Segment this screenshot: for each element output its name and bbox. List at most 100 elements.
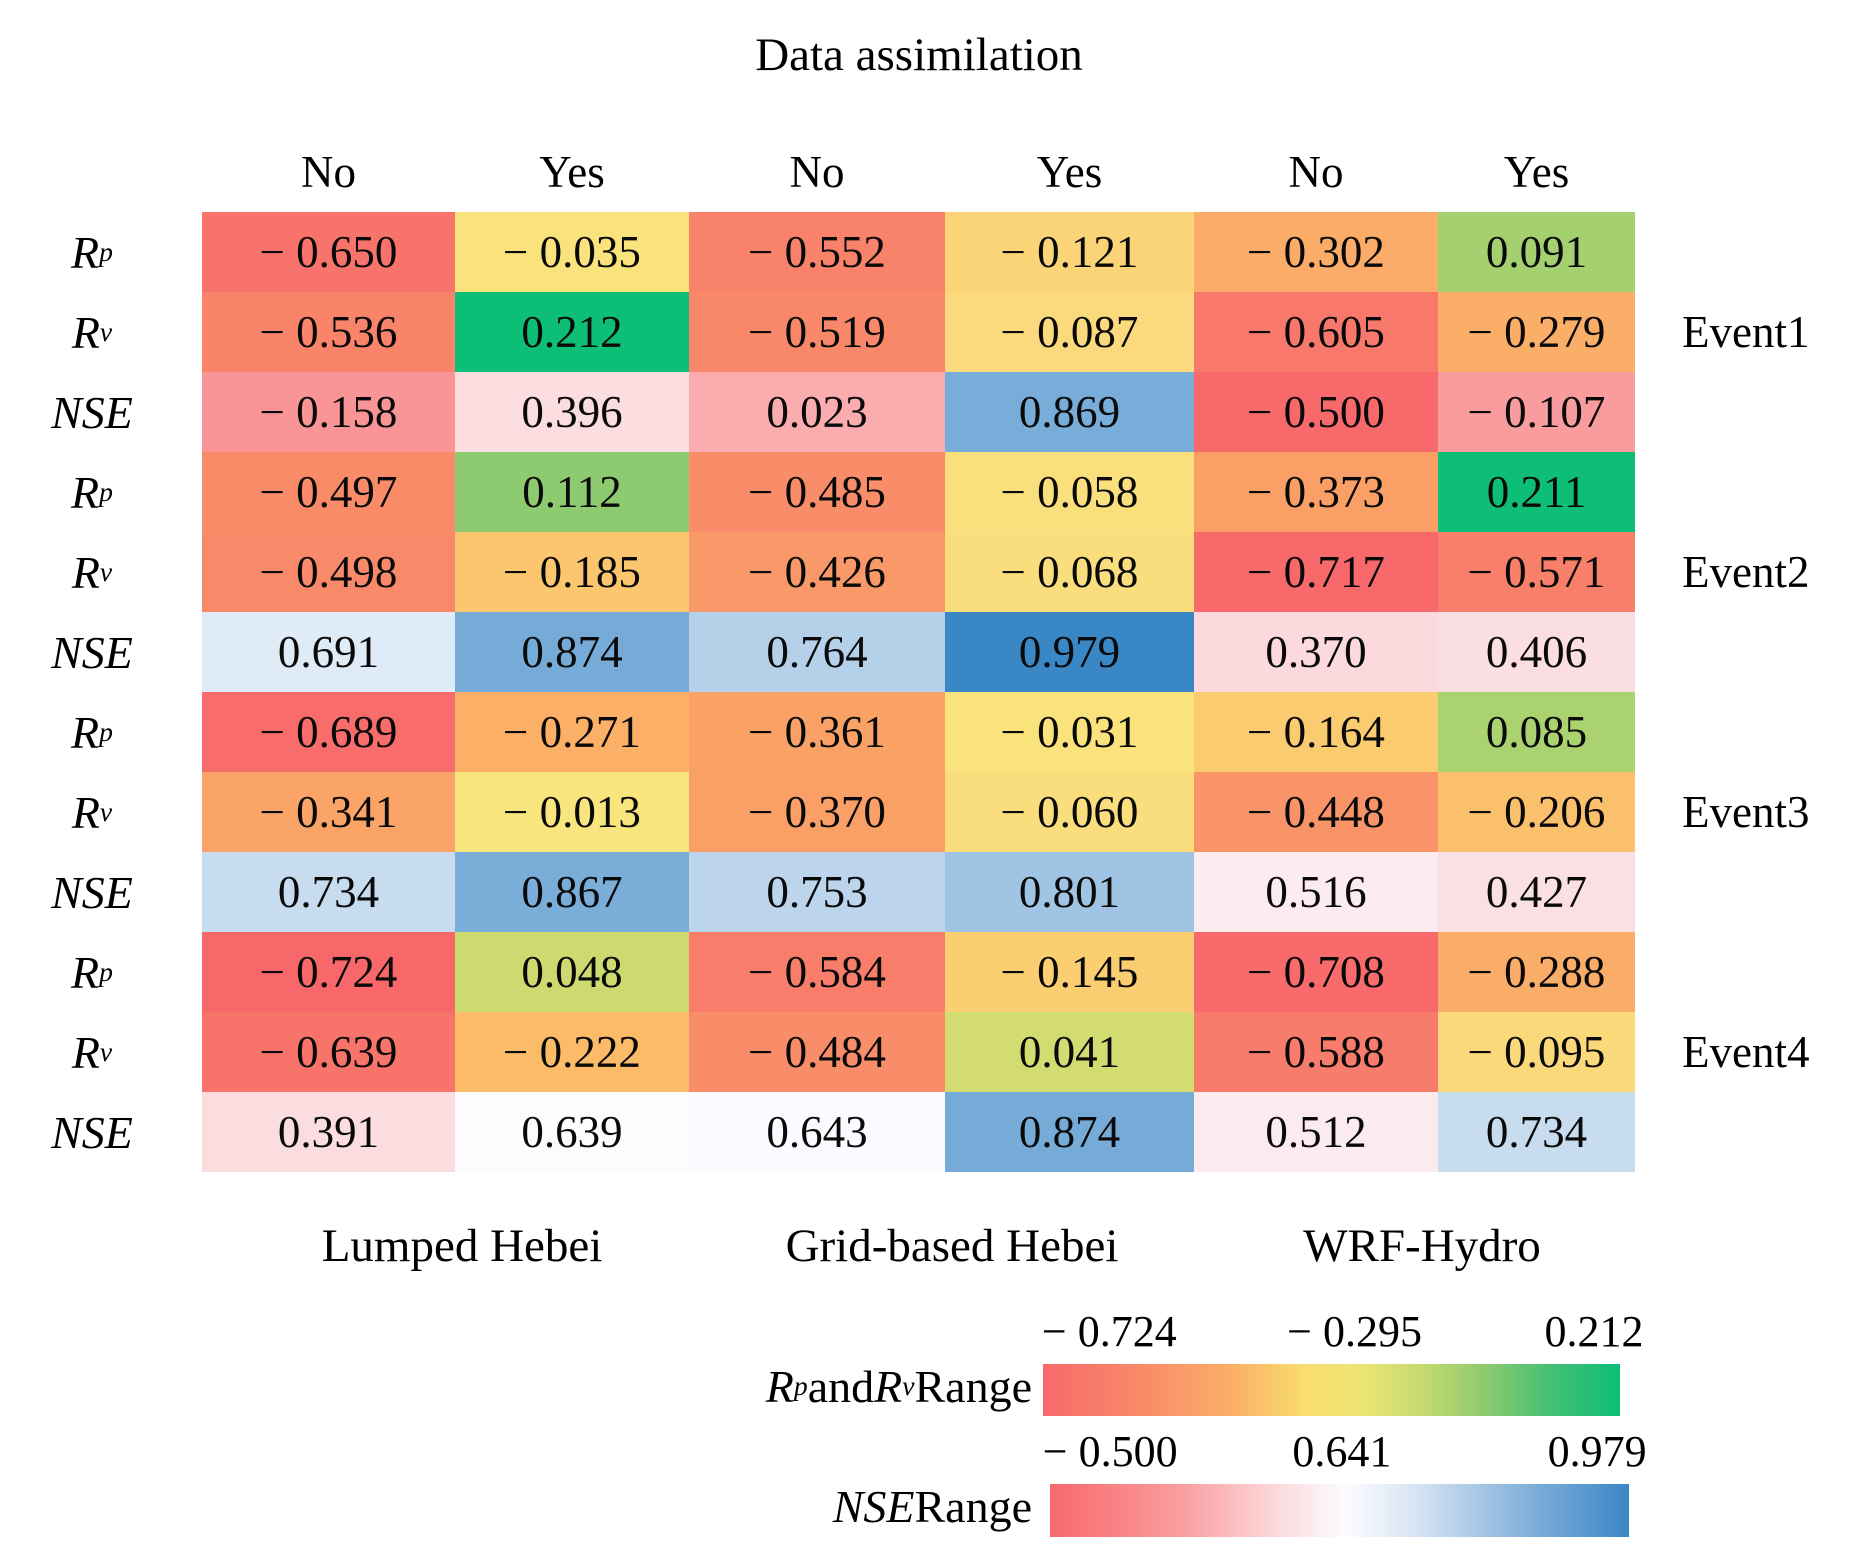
heatmap-cell: − 0.058 <box>945 452 1194 532</box>
heatmap-cell: 0.212 <box>455 292 689 372</box>
heatmap-cell: 0.211 <box>1438 452 1635 532</box>
heatmap-cell: − 0.552 <box>689 212 945 292</box>
heatmap-cell: 0.764 <box>689 612 945 692</box>
heatmap-cell: − 0.605 <box>1194 292 1438 372</box>
heatmap-cell: − 0.500 <box>1194 372 1438 452</box>
heatmap-cell: − 0.068 <box>945 532 1194 612</box>
col-header-6: Yes <box>1503 147 1570 197</box>
heatmap-cell: 0.801 <box>945 852 1194 932</box>
heatmap-cell: − 0.485 <box>689 452 945 532</box>
heatmap-cell: − 0.087 <box>945 292 1194 372</box>
model-label-2: Grid-based Hebei <box>785 1220 1119 1272</box>
heatmap-cell: 0.734 <box>202 852 455 932</box>
heatmap-cell: 0.869 <box>945 372 1194 452</box>
metric-label-nse: NSE <box>51 386 133 438</box>
heatmap-cell: 0.427 <box>1438 852 1635 932</box>
col-header-1: No <box>301 147 356 197</box>
heatmap-cell: 0.041 <box>945 1012 1194 1092</box>
heatmap-cell: − 0.145 <box>945 932 1194 1012</box>
heatmap-cell: 0.085 <box>1438 692 1635 772</box>
heatmap-cell: 0.112 <box>455 452 689 532</box>
metric-label-nse: NSE <box>51 1106 133 1158</box>
heatmap-cell: − 0.341 <box>202 772 455 852</box>
heatmap-cell: 0.396 <box>455 372 689 452</box>
heatmap-cell: − 0.107 <box>1438 372 1635 452</box>
nse-legend-gradient-bar <box>1050 1484 1629 1537</box>
heatmap-cell: − 0.571 <box>1438 532 1635 612</box>
event-label-1: Event1 <box>1682 307 1810 357</box>
heatmap-cell: − 0.708 <box>1194 932 1438 1012</box>
rprv-legend-tick-3: 0.212 <box>1544 1307 1644 1356</box>
metric-label-nse: NSE <box>51 866 133 918</box>
heatmap-cell: − 0.689 <box>202 692 455 772</box>
heatmap-cell: 0.048 <box>455 932 689 1012</box>
heatmap-cell: − 0.370 <box>689 772 945 852</box>
model-label-3: WRF-Hydro <box>1303 1220 1541 1272</box>
heatmap-cell: 0.874 <box>945 1092 1194 1172</box>
heatmap-cell: 0.734 <box>1438 1092 1635 1172</box>
nse-legend-label: NSE Range <box>832 1480 1032 1532</box>
heatmap-cell: − 0.448 <box>1194 772 1438 852</box>
heatmap-cell: − 0.013 <box>455 772 689 852</box>
heatmap-cell: − 0.724 <box>202 932 455 1012</box>
heatmap-cell: − 0.164 <box>1194 692 1438 772</box>
heatmap-cell: 0.091 <box>1438 212 1635 292</box>
heatmap-cell: 0.643 <box>689 1092 945 1172</box>
heatmap-cell: − 0.361 <box>689 692 945 772</box>
heatmap-cell: 0.639 <box>455 1092 689 1172</box>
heatmap-cell: 0.406 <box>1438 612 1635 692</box>
heatmap-cell: − 0.031 <box>945 692 1194 772</box>
event-label-3: Event3 <box>1682 787 1810 837</box>
rprv-legend-gradient-bar <box>1043 1364 1620 1416</box>
metric-label-nse: NSE <box>51 626 133 678</box>
nse-legend-tick-2: 0.641 <box>1292 1427 1392 1476</box>
heatmap-cell: − 0.373 <box>1194 452 1438 532</box>
rprv-legend-tick-1: − 0.724 <box>1041 1307 1177 1356</box>
col-header-4: Yes <box>1036 147 1103 197</box>
heatmap-cell: − 0.639 <box>202 1012 455 1092</box>
heatmap-cell: − 0.121 <box>945 212 1194 292</box>
heatmap-cell: 0.691 <box>202 612 455 692</box>
heatmap-cell: − 0.584 <box>689 932 945 1012</box>
heatmap-cell: 0.023 <box>689 372 945 452</box>
heatmap-cell: 0.867 <box>455 852 689 932</box>
col-header-5: No <box>1288 147 1344 197</box>
figure-title: Data assimilation <box>755 29 1083 81</box>
heatmap-cell: − 0.519 <box>689 292 945 372</box>
heatmap-cell: − 0.426 <box>689 532 945 612</box>
heatmap-cell: − 0.158 <box>202 372 455 452</box>
heatmap-cell: − 0.288 <box>1438 932 1635 1012</box>
nse-legend-tick-1: − 0.500 <box>1042 1427 1178 1476</box>
rprv-legend-tick-2: − 0.295 <box>1287 1307 1422 1356</box>
nse-legend-tick-3: 0.979 <box>1547 1427 1647 1476</box>
heatmap-cell: − 0.185 <box>455 532 689 612</box>
heatmap-cell: − 0.095 <box>1438 1012 1635 1092</box>
heatmap-cell: − 0.279 <box>1438 292 1635 372</box>
col-header-2: Yes <box>539 147 605 197</box>
heatmap-cell: − 0.717 <box>1194 532 1438 612</box>
heatmap-cell: 0.753 <box>689 852 945 932</box>
heatmap-cell: − 0.271 <box>455 692 689 772</box>
heatmap-cell: 0.979 <box>945 612 1194 692</box>
heatmap-cell: 0.391 <box>202 1092 455 1172</box>
heatmap-cell: − 0.484 <box>689 1012 945 1092</box>
heatmap-cell: 0.512 <box>1194 1092 1438 1172</box>
heatmap-cell: 0.516 <box>1194 852 1438 932</box>
heatmap-cell: 0.370 <box>1194 612 1438 692</box>
event-label-4: Event4 <box>1682 1027 1810 1077</box>
heatmap-cell: − 0.035 <box>455 212 689 292</box>
event-label-2: Event2 <box>1682 547 1810 597</box>
heatmap-cell: − 0.588 <box>1194 1012 1438 1092</box>
heatmap-cell: 0.874 <box>455 612 689 692</box>
heatmap-cell: − 0.222 <box>455 1012 689 1092</box>
heatmap-cell: − 0.497 <box>202 452 455 532</box>
heatmap-cell: − 0.536 <box>202 292 455 372</box>
